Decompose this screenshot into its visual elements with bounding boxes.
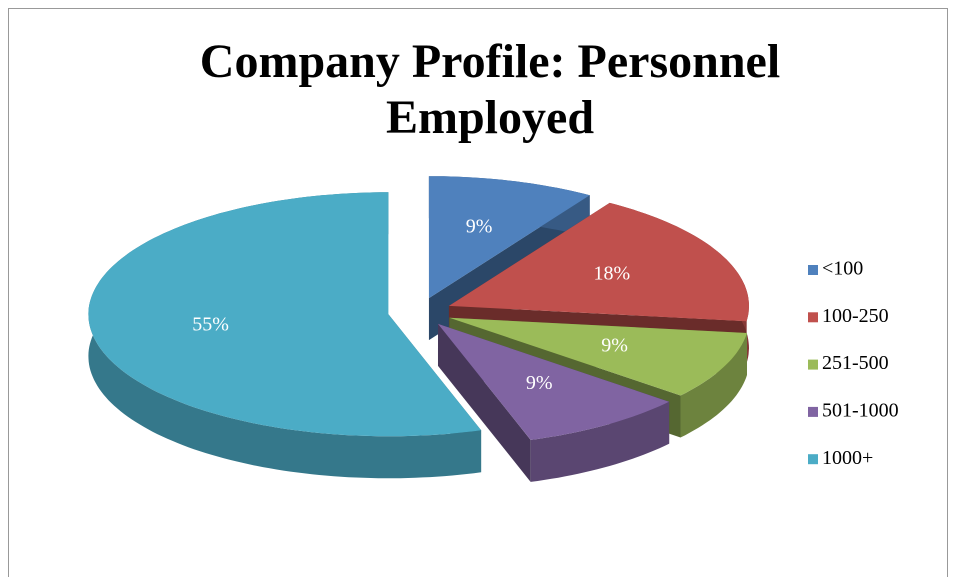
slice-group xyxy=(437,323,670,482)
data-label: 18% xyxy=(593,262,630,284)
legend-swatch xyxy=(808,359,818,370)
legend-swatch xyxy=(808,265,818,275)
slice-rim xyxy=(680,333,747,438)
legend-swatch xyxy=(808,454,818,465)
legend-swatch xyxy=(808,406,818,417)
slice xyxy=(428,176,590,299)
legend-label: 501-1000 xyxy=(822,399,899,421)
slice xyxy=(448,202,749,322)
legend-label: 1000+ xyxy=(822,447,873,469)
data-label: 9% xyxy=(526,372,553,394)
chart-title: Company Profile: Personnel Employed xyxy=(199,35,781,144)
legend-label: 251-500 xyxy=(822,352,889,374)
slice-rim xyxy=(530,401,670,482)
slice xyxy=(449,317,747,396)
legend-label: <100 xyxy=(822,258,863,280)
chart-frame xyxy=(8,8,948,577)
slice-side xyxy=(437,323,531,482)
slice xyxy=(437,323,670,440)
slice xyxy=(88,192,482,437)
data-label: 9% xyxy=(466,215,493,237)
legend-swatch xyxy=(808,312,818,323)
slice-group xyxy=(88,192,482,479)
data-label: 55% xyxy=(192,313,229,335)
data-label: 9% xyxy=(601,334,628,356)
legend-label: 100-250 xyxy=(822,305,889,327)
